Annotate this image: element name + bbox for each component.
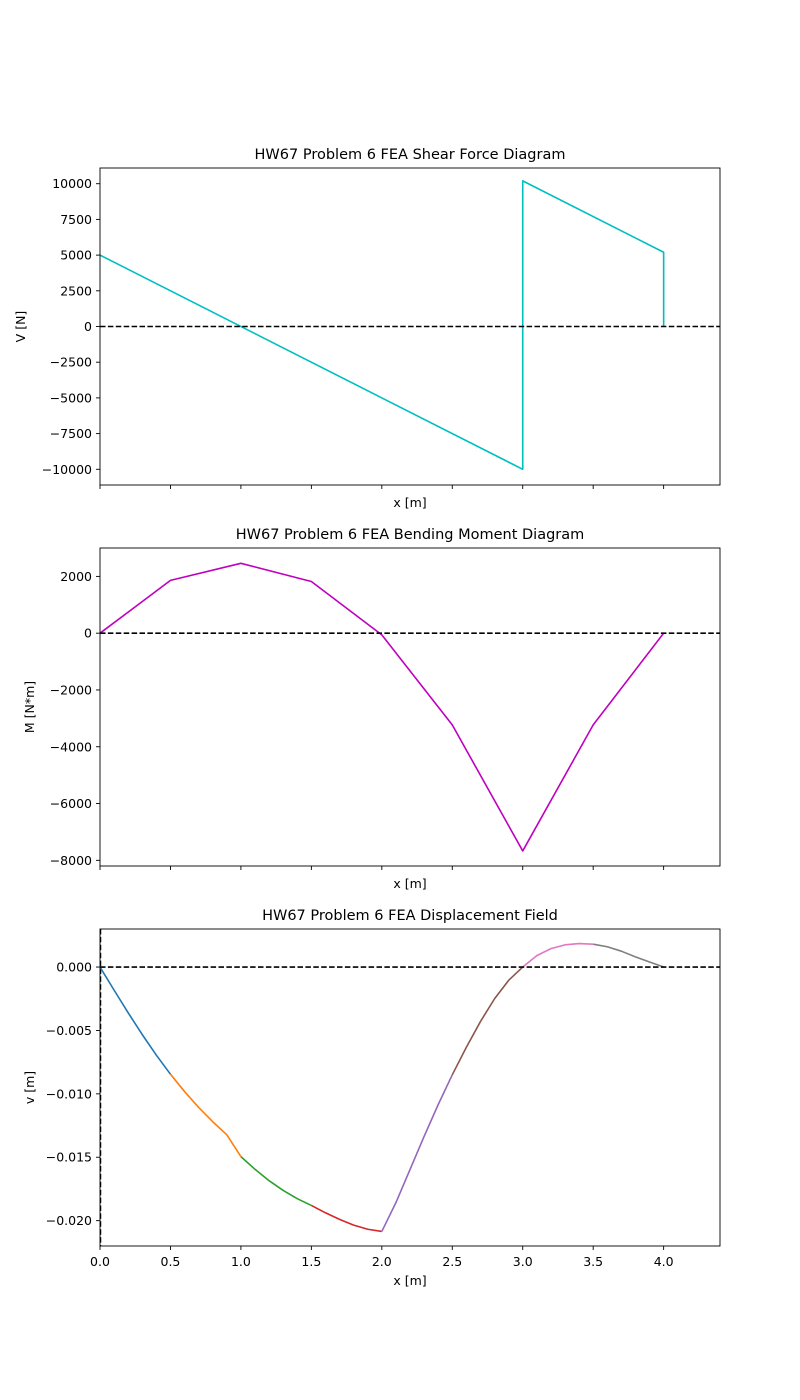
y-tick-label-1-4: 2500 (60, 283, 92, 298)
plot-area-2 (100, 562, 720, 852)
y-tick-label-1-3: 5000 (60, 248, 92, 263)
series-line-3-6 (451, 966, 524, 1076)
chart-title-3: HW67 Problem 6 FEA Displacement Field (262, 908, 558, 924)
y-tick-label-2-3: −2000 (50, 682, 92, 697)
y-tick-label-3-5: −0.020 (46, 1213, 92, 1228)
chart-panel-1: HW67 Problem 6 FEA Shear Force Diagram 10… (13, 147, 721, 510)
x-axis-label-3: x [m] (393, 1273, 426, 1288)
y-tick-label-3-4: −0.015 (46, 1150, 92, 1165)
x-tick-label-3-7: 3.0 (513, 1254, 533, 1269)
y-tick-label-2-5: −6000 (50, 796, 92, 811)
x-tick-label-3-1: 0.0 (90, 1254, 110, 1269)
y-axis-label-1: V [N] (13, 311, 28, 343)
y-tick-label-1-8: −7500 (50, 426, 92, 441)
chart-panel-2: HW67 Problem 6 FEA Bending Moment Diagra… (22, 527, 721, 891)
series-line-1-1 (100, 180, 665, 471)
x-axis-label-1: x [m] (393, 495, 426, 510)
series-line-3-5 (381, 1074, 453, 1232)
x-tick-label-3-9: 4.0 (654, 1254, 674, 1269)
y-axis-label-3: v [m] (22, 1071, 37, 1104)
x-tick-label-3-3: 1.0 (231, 1254, 251, 1269)
chart-panel-3: HW67 Problem 6 FEA Displacement Field 0.0… (22, 908, 721, 1288)
y-tick-label-3-3: −0.010 (46, 1086, 92, 1101)
x-tick-label-3-4: 1.5 (301, 1254, 321, 1269)
y-tick-label-2-6: −8000 (50, 853, 92, 868)
y-tick-label-1-9: −10000 (42, 462, 92, 477)
y-tick-label-1-6: −2500 (50, 355, 92, 370)
y-tick-label-1-7: −5000 (50, 390, 92, 405)
x-tick-label-3-2: 0.5 (161, 1254, 181, 1269)
series-line-3-1 (100, 966, 172, 1075)
y-tick-label-1-2: 7500 (60, 212, 92, 227)
axes-frame-3 (99, 928, 721, 1247)
series-line-3-2 (169, 1073, 242, 1158)
chart-title-1: HW67 Problem 6 FEA Shear Force Diagram (255, 147, 566, 163)
y-tick-label-3-1: 0.000 (56, 960, 92, 975)
y-tick-label-3-2: −0.005 (46, 1023, 92, 1038)
series-line-2-1 (100, 562, 665, 852)
x-tick-label-3-8: 3.5 (583, 1254, 603, 1269)
series-line-3-4 (310, 1204, 382, 1233)
y-tick-label-2-2: 0 (84, 626, 92, 641)
axes-frame-2 (99, 547, 721, 867)
x-tick-label-3-6: 2.5 (442, 1254, 462, 1269)
y-tick-label-2-1: 2000 (60, 569, 92, 584)
x-tick-label-3-5: 2.0 (372, 1254, 392, 1269)
series-line-3-8 (593, 943, 664, 968)
y-tick-label-1-5: 0 (84, 319, 92, 334)
plot-area-3 (100, 929, 720, 1246)
y-axis-label-2: M [N*m] (22, 681, 37, 733)
chart-title-2: HW67 Problem 6 FEA Bending Moment Diagra… (236, 527, 585, 543)
series-line-3-3 (240, 1156, 312, 1207)
y-tick-label-2-4: −4000 (50, 739, 92, 754)
x-axis-label-2: x [m] (393, 876, 426, 891)
y-tick-label-1-1: 10000 (52, 176, 92, 191)
series-line-3-7 (522, 942, 594, 968)
plot-area-1 (100, 180, 720, 471)
